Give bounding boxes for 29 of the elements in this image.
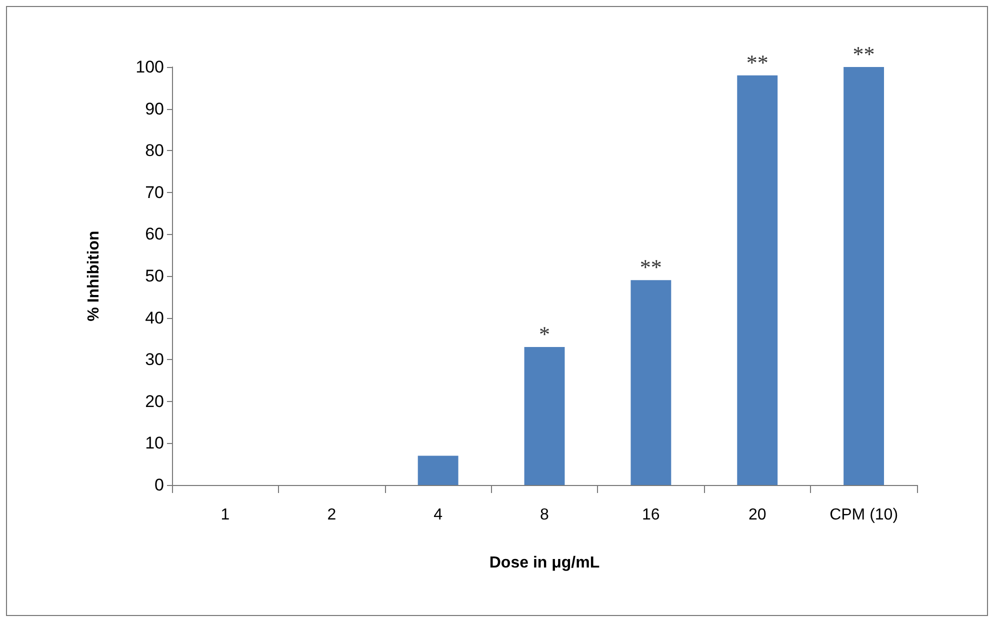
y-tick-label: 10 — [145, 434, 164, 453]
annotation: ** — [746, 50, 768, 75]
x-tick-label: 8 — [540, 506, 550, 524]
y-tick-label: 40 — [145, 308, 164, 328]
x-tick-label: 16 — [642, 506, 660, 524]
y-tick-label: 80 — [145, 141, 164, 160]
x-tick-label: 2 — [327, 506, 336, 524]
annotation: ** — [852, 42, 875, 66]
annotation: ** — [640, 254, 662, 280]
x-tick-label: 20 — [748, 506, 766, 524]
x-tick-label: 1 — [220, 506, 230, 524]
bar — [418, 456, 458, 485]
bar — [630, 280, 672, 485]
annotation: * — [539, 322, 550, 347]
bar — [737, 75, 778, 485]
x-tick-label: 4 — [434, 506, 443, 524]
x-tick-label: CPM (10) — [830, 506, 898, 524]
y-tick-label: 70 — [145, 182, 164, 202]
x-axis-title: Dose in μg/mL — [489, 554, 600, 572]
y-tick-label: 0 — [154, 476, 164, 494]
y-tick-label: 30 — [145, 350, 164, 370]
y-axis-title: % Inhibition — [86, 230, 102, 322]
y-tick-label: 90 — [145, 99, 164, 118]
y-tick-label: 60 — [145, 224, 164, 244]
y-tick-label: 100 — [136, 58, 164, 76]
y-tick-label: 50 — [145, 266, 164, 286]
y-tick-label: 20 — [145, 392, 164, 411]
bar — [844, 67, 884, 485]
bar — [524, 347, 565, 485]
